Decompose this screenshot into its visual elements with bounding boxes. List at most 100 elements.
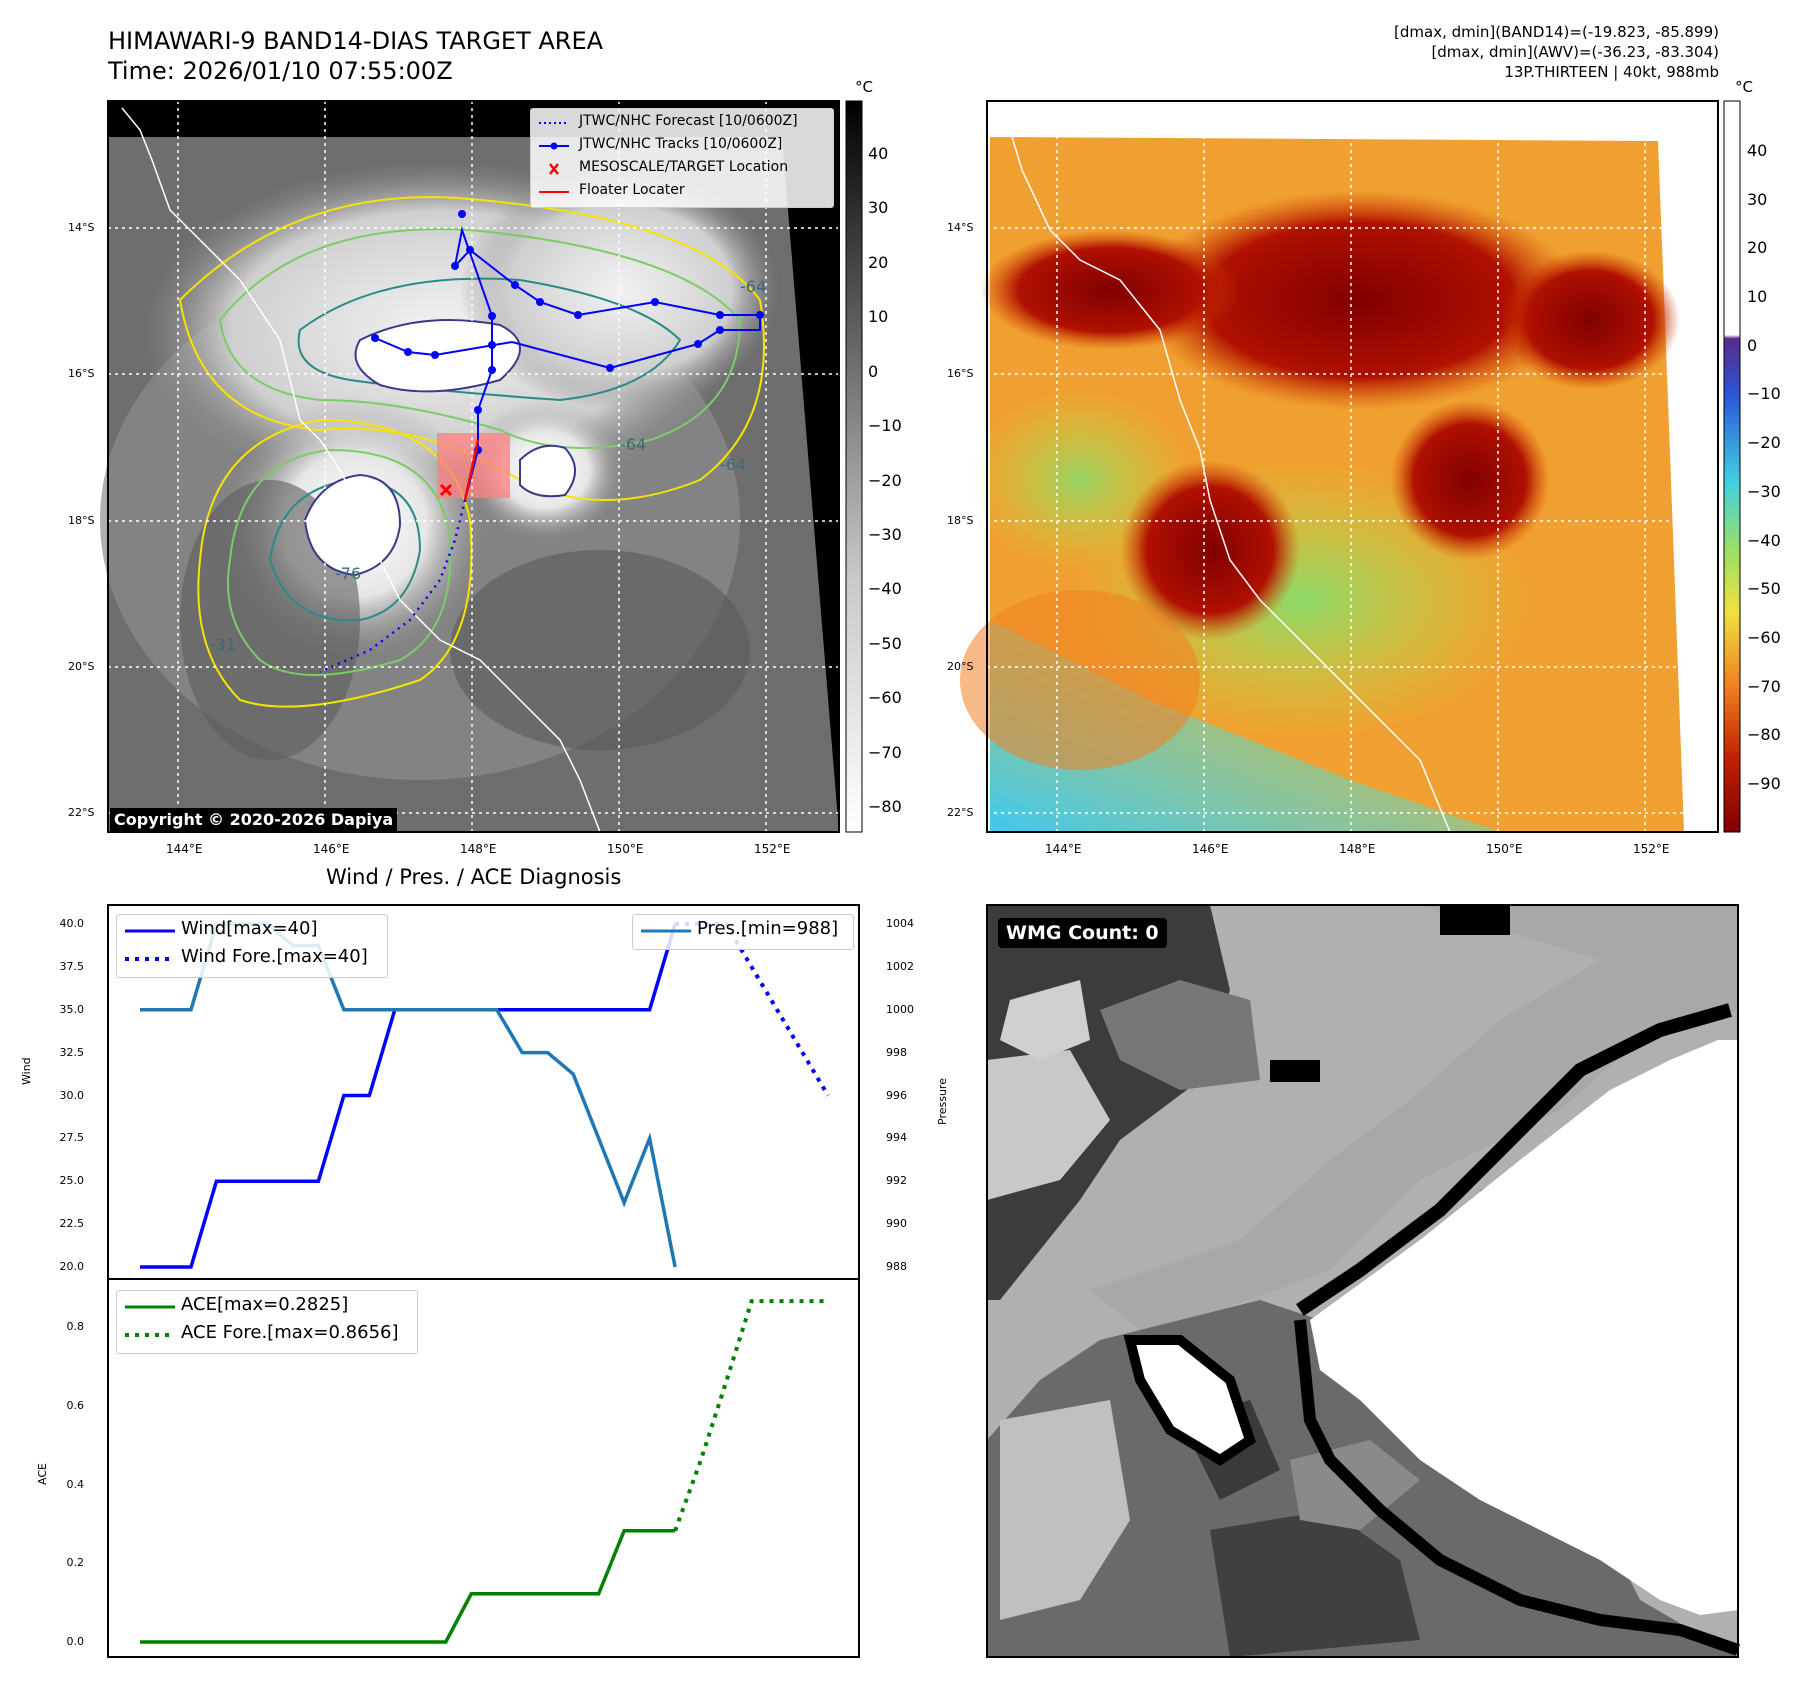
chart-title: HIMAWARI-9 BAND14-DIAS TARGET AREA Time:… <box>108 26 603 86</box>
colorbar-tick: −50 <box>1747 579 1781 599</box>
awv-colorbar <box>1723 100 1741 833</box>
axis-tick: 988 <box>886 1260 907 1273</box>
colorbar-tick: −70 <box>1747 676 1781 696</box>
axis-tick: 22.5 <box>59 1217 85 1231</box>
axis-tick: 0.4 <box>66 1477 85 1491</box>
colorbar-unit: °C <box>855 78 873 96</box>
wmg-panel <box>986 904 1740 1658</box>
lon-tick: 144°E <box>166 842 203 856</box>
ace-ylabel: ACE <box>36 1463 49 1485</box>
coastline <box>121 107 601 833</box>
track-points <box>371 210 764 454</box>
legend-label: JTWC/NHC Forecast [10/0600Z] <box>579 113 798 129</box>
awv-gridlines <box>987 101 1718 832</box>
axis-tick: 990 <box>886 1217 907 1231</box>
lon-tick: 150°E <box>607 842 644 856</box>
chart-time: Time: 2026/01/10 07:55:00Z <box>108 57 453 85</box>
lon-tick: 152°E <box>754 842 791 856</box>
colorbar-tick: 30 <box>1747 189 1768 209</box>
colorbar-tick: −40 <box>868 579 902 599</box>
colorbar-tick: −80 <box>1747 725 1781 745</box>
axis-tick: 37.5 <box>59 959 85 973</box>
colorbar-tick: 20 <box>1747 238 1768 258</box>
legend-target-swatch <box>539 161 569 175</box>
lat-tick: 20°S <box>68 660 95 673</box>
axis-tick: 32.5 <box>59 1045 85 1059</box>
wind-forecast-line <box>675 922 830 1097</box>
contour-label: -64 <box>740 277 766 296</box>
target-marker <box>439 483 453 497</box>
axis-tick: 996 <box>886 1088 907 1102</box>
colorbar-tick: −50 <box>868 633 902 653</box>
diagnosis-lines <box>140 922 830 1644</box>
axis-tick: 1000 <box>886 1002 914 1016</box>
axis-tick: 30.0 <box>59 1088 85 1102</box>
ir-map-frame <box>107 100 840 833</box>
lat-tick: 20°S <box>947 660 974 673</box>
ace-forecast-line <box>673 1299 828 1532</box>
lat-tick: 16°S <box>68 367 95 380</box>
colorbar-tick: −80 <box>868 797 902 816</box>
lon-tick: 146°E <box>313 842 350 856</box>
axis-tick: 998 <box>886 1045 907 1059</box>
lat-tick: 14°S <box>68 221 95 234</box>
legend-label: Floater Locater <box>579 182 685 198</box>
axis-tick: 1002 <box>886 959 914 973</box>
lat-tick: 16°S <box>947 367 974 380</box>
axis-tick: 27.5 <box>59 1131 85 1145</box>
lon-tick: 144°E <box>1045 842 1082 856</box>
wmg-count-badge: WMG Count: 0 <box>998 918 1167 948</box>
ir-colorbar <box>845 100 863 833</box>
colorbar-unit: °C <box>1735 78 1753 96</box>
colorbar-tick: −10 <box>868 416 902 436</box>
colorbar-tick: −30 <box>868 524 902 544</box>
legend-label: JTWC/NHC Tracks [10/0600Z] <box>579 136 783 152</box>
wind-ylabel: Wind <box>20 1057 33 1085</box>
axis-tick: 0.6 <box>66 1398 85 1412</box>
map-legend: JTWC/NHC Forecast [10/0600Z] JTWC/NHC Tr… <box>530 108 834 208</box>
colorbar-tick: −30 <box>1747 481 1781 501</box>
awv-coastline <box>1011 136 1451 833</box>
contour-label: -31 <box>210 635 236 654</box>
colorbar-tick: −60 <box>868 688 902 708</box>
lon-tick: 148°E <box>460 842 497 856</box>
stats-awv: [dmax, dmin](AWV)=(-36.23, -83.304) <box>1431 43 1719 61</box>
colorbar-tick: −60 <box>1747 627 1781 647</box>
axis-tick: 20.0 <box>59 1260 85 1273</box>
ir-map-panel: -64 -76 -64 -64 -31 <box>100 100 840 833</box>
legend-floater-swatch <box>539 184 569 198</box>
colorbar-tick: 10 <box>1747 287 1768 307</box>
pressure-legend: Pres.[min=988] <box>632 914 854 950</box>
contour-label: -76 <box>335 564 361 583</box>
copyright-label: Copyright © 2020-2026 Dapiya <box>110 808 398 831</box>
ace-line <box>140 1529 676 1644</box>
colorbar-tick: −40 <box>1747 530 1781 550</box>
colorbar-tick: −70 <box>868 742 902 762</box>
lat-tick: 22°S <box>68 806 95 819</box>
axis-tick: 992 <box>886 1174 907 1188</box>
stats-block: [dmax, dmin](BAND14)=(-19.823, -85.899) … <box>1394 22 1719 82</box>
axis-tick: 994 <box>886 1131 907 1145</box>
axis-tick: 0.8 <box>66 1320 85 1333</box>
contour-label: -64 <box>620 435 646 454</box>
legend-pres: Pres.[min=988] <box>697 918 839 939</box>
colorbar-tick: −20 <box>1747 433 1781 453</box>
colorbar-tick: 40 <box>1747 141 1768 160</box>
contour-label: -64 <box>720 455 746 474</box>
lon-tick: 146°E <box>1192 842 1229 856</box>
storm-info: 13P.THIRTEEN | 40kt, 988mb <box>1504 63 1719 81</box>
axis-tick: 0.0 <box>66 1635 85 1648</box>
wind-legend: Wind[max=40] Wind Fore.[max=40] <box>116 914 388 978</box>
legend-label: MESOSCALE/TARGET Location <box>579 159 789 175</box>
floater-locater <box>463 439 480 501</box>
lon-tick: 150°E <box>1486 842 1523 856</box>
legend-forecast-swatch <box>539 115 569 129</box>
ace-legend: ACE[max=0.2825] ACE Fore.[max=0.8656] <box>116 1290 418 1354</box>
colorbar-tick: 30 <box>868 198 889 218</box>
ace-axes <box>107 1278 860 1658</box>
axis-tick: 1004 <box>886 917 914 930</box>
legend-ace-fore: ACE Fore.[max=0.8656] <box>181 1322 399 1343</box>
diagnosis-title: Wind / Pres. / ACE Diagnosis <box>326 865 622 889</box>
colorbar-tick: 0 <box>868 361 879 381</box>
